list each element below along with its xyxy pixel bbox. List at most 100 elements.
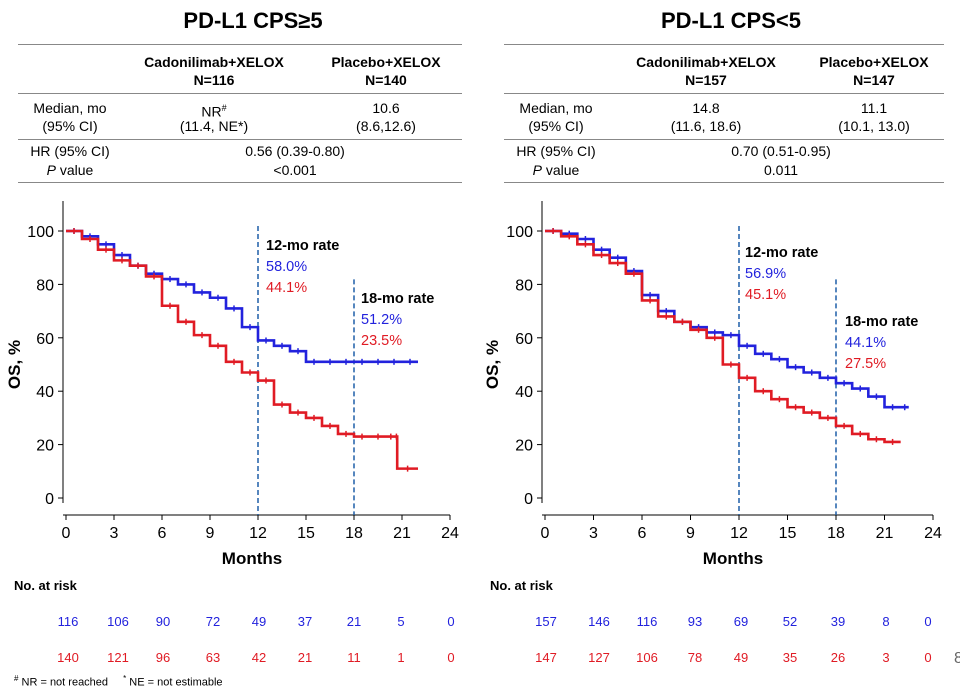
x-tick-label: 18 xyxy=(345,525,363,542)
rate12-placebo: 45.1% xyxy=(745,287,786,303)
arm1-ci: (11.4, NE*) xyxy=(179,118,249,134)
placebo-risk-count: 49 xyxy=(733,650,749,665)
panel-title: PD-L1 CPS≥5 xyxy=(183,8,323,33)
table-top-rule xyxy=(18,44,462,45)
p-italic: P xyxy=(532,162,542,178)
arm2-n: N=147 xyxy=(853,72,895,88)
x-tick-label: 9 xyxy=(686,525,695,542)
ci-label: (95% CI) xyxy=(528,118,584,134)
x-tick-label: 24 xyxy=(924,525,942,542)
placebo-risk-count: 26 xyxy=(830,650,846,665)
x-tick-label: 6 xyxy=(158,525,167,542)
y-tick-label: 20 xyxy=(36,438,54,455)
rate18-cadonilimab: 51.2% xyxy=(361,312,402,328)
rate12-placebo: 44.1% xyxy=(266,280,307,296)
placebo-risk-count: 140 xyxy=(57,650,79,665)
ne-footnote-mark: * xyxy=(123,674,127,683)
placebo-risk-count: 63 xyxy=(205,650,221,665)
p-italic: P xyxy=(46,162,56,178)
y-tick-label: 100 xyxy=(27,224,54,241)
arm1-median: 14.8 xyxy=(692,100,720,116)
arm2-name: Placebo+XELOX xyxy=(819,54,929,70)
table-header-rule xyxy=(504,93,944,94)
placebo-risk-count: 127 xyxy=(588,650,610,665)
cadonilimab-risk-count: 69 xyxy=(733,614,749,629)
arm2-median: 11.1 xyxy=(860,100,888,116)
rate12-cadonilimab: 58.0% xyxy=(266,259,307,275)
cadonilimab-risk-count: 93 xyxy=(687,614,703,629)
risk-title-right: No. at risk xyxy=(490,578,553,593)
cadonilimab-risk-count: 116 xyxy=(57,614,79,629)
y-tick-label: 80 xyxy=(36,277,54,294)
risk-title-left: No. at risk xyxy=(14,578,77,593)
arm1-median-value: NR xyxy=(201,103,222,120)
y-tick-label: 100 xyxy=(506,224,533,241)
arm1-name: Cadonilimab+XELOX xyxy=(636,54,776,70)
x-tick-label: 3 xyxy=(589,525,598,542)
placebo-risk-count: 21 xyxy=(297,650,313,665)
x-tick-label: 3 xyxy=(110,525,119,542)
placebo-risk-count: 147 xyxy=(535,650,557,665)
nr-footnote-mark: # xyxy=(14,674,19,683)
arm2-ci: (8.6,12.6) xyxy=(356,118,416,134)
cadonilimab-risk-count: 37 xyxy=(297,614,313,629)
placebo-risk-count: 121 xyxy=(107,650,129,665)
nr-superscript: # xyxy=(221,103,227,113)
median-label: Median, mo xyxy=(33,100,107,116)
cadonilimab-risk-count: 90 xyxy=(155,614,171,629)
rate18-cadonilimab: 44.1% xyxy=(845,335,886,351)
p-label: P value xyxy=(18,161,122,179)
cadonilimab-risk-count: 0 xyxy=(924,614,932,629)
cadonilimab-risk-count: 8 xyxy=(882,614,890,629)
x-tick-label: 0 xyxy=(541,525,550,542)
cadonilimab-risk-count: 49 xyxy=(251,614,267,629)
placebo-risk-count: 0 xyxy=(924,650,932,665)
arm1-n: N=116 xyxy=(193,72,235,88)
table-bottom-rule xyxy=(504,182,944,183)
p-value: 0.011 xyxy=(764,162,798,178)
cadonilimab-risk-count: 72 xyxy=(205,614,221,629)
arm2-median: 10.6 xyxy=(372,100,400,116)
ci-label: (95% CI) xyxy=(42,118,98,134)
arm2-name: Placebo+XELOX xyxy=(331,54,441,70)
y-tick-label: 80 xyxy=(515,277,533,294)
cadonilimab-risk-count: 5 xyxy=(397,614,405,629)
y-axis-title: OS, % xyxy=(5,340,24,389)
y-tick-label: 40 xyxy=(36,384,54,401)
rate18-label: 18-mo rate xyxy=(361,291,434,307)
arm1-n: N=157 xyxy=(685,72,727,88)
x-tick-label: 18 xyxy=(827,525,845,542)
placebo-risk-count: 78 xyxy=(687,650,703,665)
x-tick-label: 21 xyxy=(393,525,411,542)
hr-label: HR (95% CI) xyxy=(30,143,110,159)
hr-value: 0.56 (0.39-0.80) xyxy=(245,143,345,159)
x-tick-label: 0 xyxy=(62,525,71,542)
cadonilimab-risk-count: 116 xyxy=(636,614,658,629)
cadonilimab-risk-count: 157 xyxy=(535,614,557,629)
rate12-label: 12-mo rate xyxy=(745,245,818,261)
y-axis-title: OS, % xyxy=(483,340,502,389)
placebo-risk-count: 106 xyxy=(636,650,658,665)
x-tick-label: 12 xyxy=(730,525,748,542)
x-tick-label: 24 xyxy=(441,525,459,542)
cadonilimab-risk-count: 21 xyxy=(346,614,362,629)
ne-footnote: NE = not estimable xyxy=(129,676,223,689)
y-tick-label: 60 xyxy=(36,331,54,348)
p-rest: value xyxy=(541,162,580,178)
placebo-risk-count: 11 xyxy=(347,650,361,665)
placebo-risk-count: 42 xyxy=(251,650,267,665)
p-value: <0.001 xyxy=(273,162,317,178)
arm1-name: Cadonilimab+XELOX xyxy=(144,54,284,70)
placebo-risk-count: 1 xyxy=(397,650,405,665)
cadonilimab-risk-count: 39 xyxy=(830,614,846,629)
table-header-rule xyxy=(18,93,462,94)
nr-footnote: NR = not reached xyxy=(21,676,109,689)
placebo-curve xyxy=(545,229,901,444)
table-bottom-rule xyxy=(18,182,462,183)
x-axis-title: Months xyxy=(222,549,282,568)
cadonilimab-risk-count: 146 xyxy=(588,614,610,629)
p-label: P value xyxy=(504,161,608,179)
arm1-median: NR# xyxy=(124,99,304,121)
hr-value: 0.70 (0.51-0.95) xyxy=(731,143,831,159)
